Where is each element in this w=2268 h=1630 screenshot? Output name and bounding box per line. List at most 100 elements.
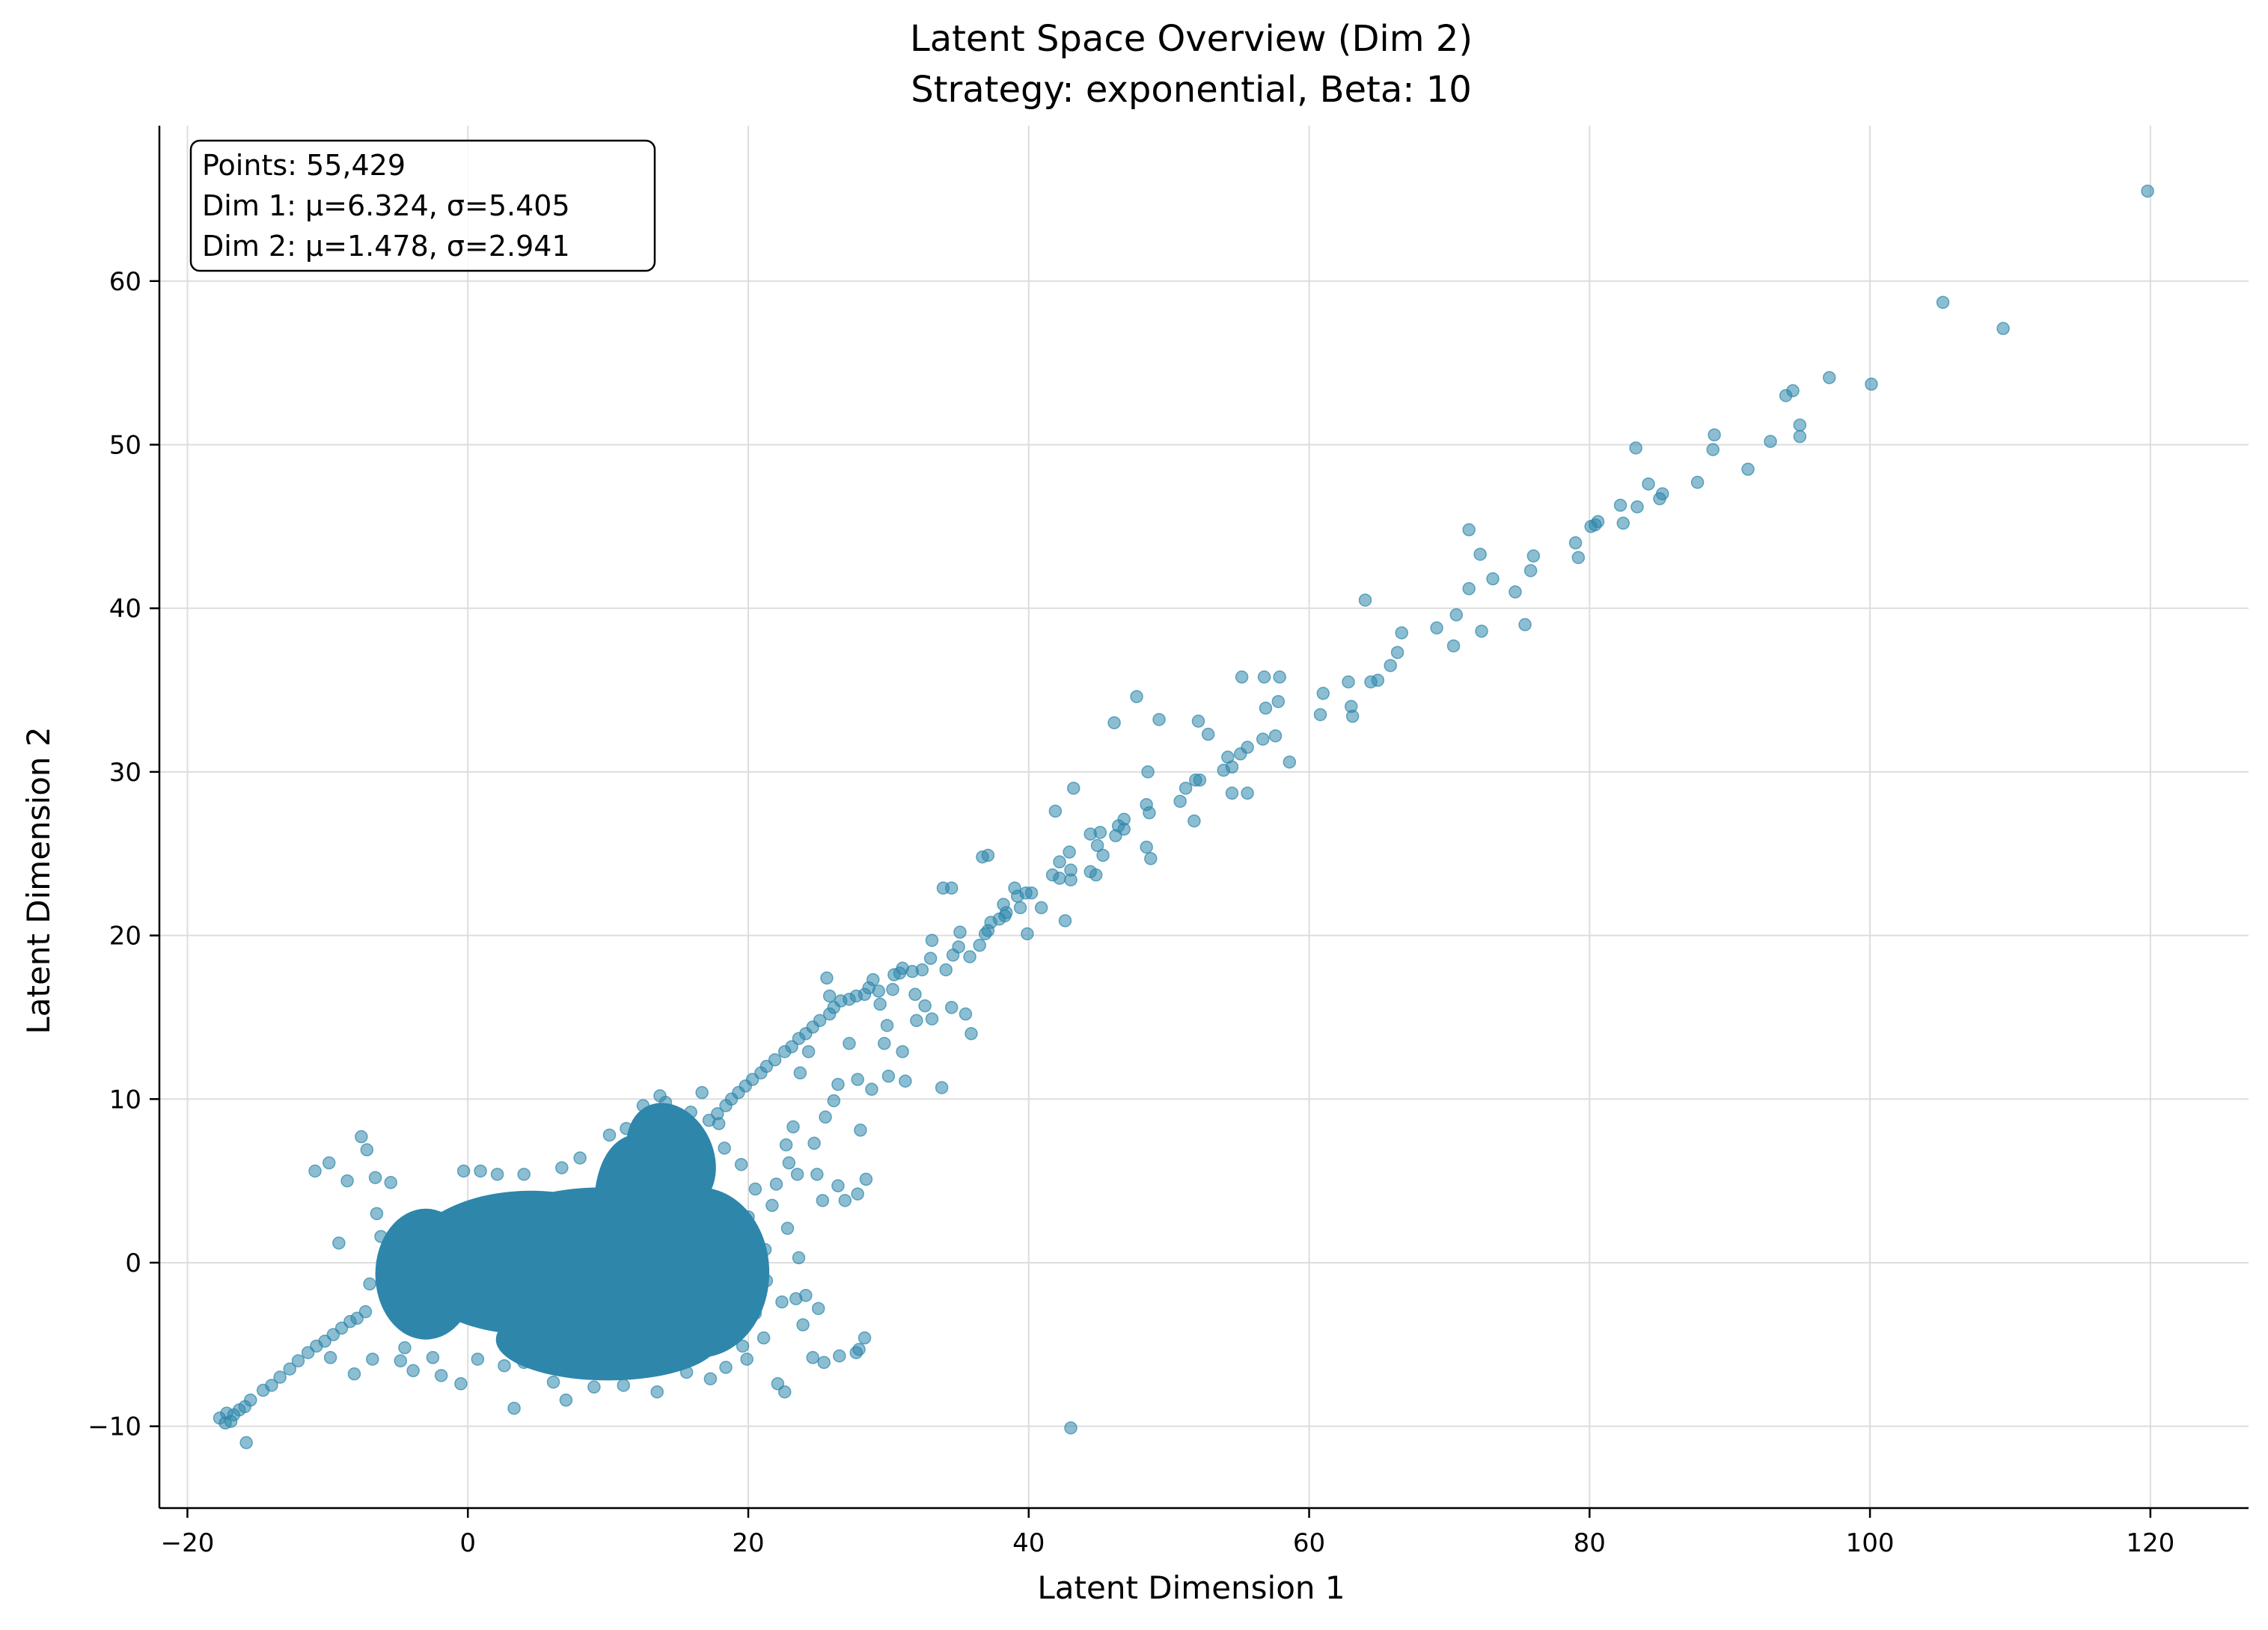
- data-point: [1064, 1421, 1078, 1435]
- data-point: [1256, 732, 1270, 746]
- chart-title: Latent Space Overview (Dim 2): [910, 18, 1473, 60]
- data-point: [796, 1318, 810, 1332]
- data-point: [1395, 626, 1408, 640]
- data-point: [981, 848, 995, 863]
- data-point: [851, 1073, 864, 1086]
- data-point: [1568, 536, 1583, 550]
- data-point: [1571, 551, 1586, 565]
- data-point: [1233, 747, 1247, 761]
- data-point: [363, 1277, 376, 1291]
- data-point: [244, 1393, 257, 1407]
- data-point: [792, 1032, 806, 1046]
- data-point: [777, 1385, 792, 1399]
- data-point: [779, 1138, 793, 1152]
- data-point: [810, 1168, 824, 1181]
- data-point: [1630, 500, 1644, 514]
- data-point: [456, 1164, 471, 1178]
- data-point: [434, 1369, 448, 1382]
- data-point: [498, 1358, 511, 1373]
- data-point: [786, 1120, 800, 1134]
- data-point: [695, 1085, 709, 1100]
- y-tick-label: 40: [109, 594, 141, 624]
- data-point: [963, 950, 976, 963]
- data-point: [1764, 435, 1777, 448]
- data-point: [620, 1121, 633, 1136]
- data-point: [1342, 675, 1355, 689]
- data-point: [1509, 585, 1522, 599]
- dense-cluster-region: [495, 1299, 721, 1381]
- data-point: [833, 1349, 846, 1363]
- data-point: [978, 927, 992, 941]
- data-point: [1090, 839, 1104, 853]
- data-point: [273, 1370, 287, 1384]
- data-point: [1706, 443, 1720, 456]
- data-point: [831, 1077, 845, 1091]
- data-point: [1083, 827, 1097, 841]
- data-point: [852, 1343, 866, 1356]
- data-point: [765, 1198, 779, 1213]
- data-point: [1473, 548, 1487, 561]
- data-point: [1708, 428, 1721, 442]
- data-point: [820, 971, 834, 985]
- data-point: [801, 1045, 816, 1058]
- data-point: [1217, 763, 1230, 777]
- x-tick-label: 40: [1012, 1528, 1045, 1558]
- data-point: [382, 1290, 397, 1304]
- data-point: [1089, 868, 1103, 882]
- data-point: [517, 1355, 531, 1370]
- data-point: [1793, 429, 1807, 444]
- data-point: [1822, 371, 1836, 384]
- dense-cluster-region: [375, 1208, 477, 1340]
- data-point: [1179, 781, 1193, 795]
- data-point: [1259, 701, 1273, 715]
- data-point: [793, 1066, 807, 1080]
- data-point: [873, 997, 887, 1011]
- data-point: [1241, 786, 1254, 800]
- data-point: [944, 881, 959, 895]
- data-point: [1345, 709, 1360, 723]
- data-point: [719, 1099, 733, 1112]
- data-point: [1024, 886, 1039, 900]
- x-tick-label: 100: [1846, 1528, 1895, 1558]
- data-point: [1462, 523, 1476, 536]
- data-point: [944, 1001, 959, 1014]
- data-point: [878, 1037, 891, 1050]
- data-point: [684, 1106, 697, 1119]
- data-point: [827, 1094, 841, 1108]
- data-point: [1048, 804, 1063, 818]
- data-point: [716, 1323, 730, 1337]
- y-tick-label: 0: [125, 1248, 141, 1278]
- data-point: [559, 1393, 573, 1407]
- x-tick-label: 120: [2126, 1528, 2174, 1558]
- data-point: [1475, 625, 1488, 638]
- data-point: [719, 1361, 733, 1374]
- data-point: [355, 1130, 368, 1144]
- y-tick-label: 30: [109, 758, 141, 788]
- data-point: [650, 1385, 664, 1399]
- data-point: [398, 1341, 412, 1355]
- data-point: [1058, 914, 1072, 928]
- data-point: [1013, 901, 1027, 915]
- data-point: [347, 1367, 361, 1381]
- data-point: [771, 1377, 785, 1391]
- data-point: [925, 934, 939, 947]
- data-point: [939, 963, 953, 977]
- data-point: [1486, 572, 1500, 586]
- data-point: [1616, 516, 1630, 530]
- data-point: [517, 1168, 531, 1181]
- tick-labels: −20 0 20 40 60 80 100 120 −10 0 10 20 30 40 50 60: [88, 267, 2174, 1558]
- axes: [150, 126, 2249, 1518]
- data-point: [1642, 477, 1655, 491]
- y-tick-label: 20: [109, 922, 141, 952]
- data-point: [718, 1142, 731, 1155]
- data-point: [239, 1436, 253, 1450]
- data-point: [1273, 670, 1286, 684]
- data-point: [1201, 727, 1215, 741]
- data-point: [1257, 670, 1271, 684]
- data-point: [587, 1380, 601, 1394]
- data-point: [471, 1352, 485, 1366]
- stats-line-dim1: Dim 1: μ=6.324, σ=5.405: [202, 189, 570, 222]
- data-point: [1271, 695, 1286, 708]
- data-point: [1188, 814, 1201, 828]
- data-point: [340, 1174, 354, 1188]
